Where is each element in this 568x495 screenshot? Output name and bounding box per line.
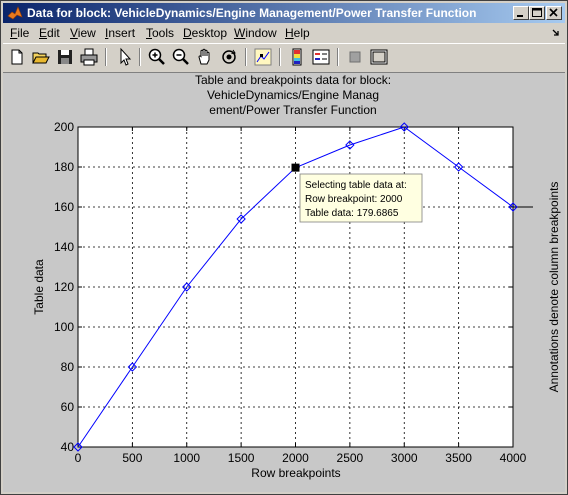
menu-desktop[interactable]: Desktop (183, 26, 228, 40)
toolbar-separator (337, 48, 339, 66)
menu-edit[interactable]: Edit (39, 26, 60, 40)
toolbar-separator (105, 48, 107, 66)
y-tick-label: 200 (54, 120, 74, 134)
toolbar-separator (245, 48, 247, 66)
figure-canvas: Table and breakpoints data for block: Ve… (3, 73, 565, 492)
menu-view[interactable]: View (70, 26, 96, 40)
y-tick-label: 100 (54, 320, 74, 334)
data-point-marker[interactable] (345, 140, 355, 150)
right-axis-label: Annotations denote column breakpoints (547, 182, 561, 393)
toolbar (3, 43, 565, 73)
show-plot-tools-icon[interactable] (369, 47, 389, 67)
data-point-marker[interactable] (127, 362, 138, 372)
x-tick-label: 4000 (500, 451, 527, 465)
menu-tools[interactable]: Tools (146, 26, 175, 40)
toolbar-separator (139, 48, 141, 66)
plot-title-line-2: VehicleDynamics/Engine Manag (206, 88, 380, 102)
plot-title-line-1: Table and breakpoints data for block: (194, 73, 392, 87)
legend-icon[interactable] (311, 47, 331, 67)
window-title: Data for block: VehicleDynamics/Engine M… (27, 6, 477, 20)
selected-data-point[interactable] (291, 163, 300, 172)
x-tick-label: 3000 (391, 451, 418, 465)
data-point-marker[interactable] (508, 202, 518, 212)
data-cursor-icon[interactable] (253, 47, 273, 67)
data-point-marker[interactable] (236, 214, 246, 224)
new-file-icon[interactable] (7, 47, 27, 67)
close-button[interactable] (546, 6, 562, 20)
data-tip-line-3: Table data: 179.6865 (305, 208, 399, 219)
toolbar-separator (279, 48, 281, 66)
x-tick-label: 1000 (173, 451, 200, 465)
minimize-icon (517, 15, 523, 17)
x-tick-label: 2500 (337, 451, 364, 465)
hide-plot-tools-icon[interactable] (345, 47, 365, 67)
data-point-marker[interactable] (182, 282, 192, 292)
y-tick-label: 80 (61, 360, 75, 374)
plot-title-line-3: ement/Power Transfer Function (209, 103, 377, 117)
menu-bar: File Edit View Insert Tools Desktop Wind… (3, 24, 565, 42)
menu-window[interactable]: Window (234, 26, 277, 40)
select-arrow-icon[interactable] (115, 47, 135, 67)
x-tick-label: 3500 (445, 451, 472, 465)
y-tick-label: 120 (54, 280, 74, 294)
y-tick-label: 40 (61, 440, 75, 454)
dock-arrow-icon[interactable] (551, 28, 561, 38)
menu-help[interactable]: Help (285, 26, 310, 40)
line-chart[interactable]: 0 500 1000 1500 2000 2500 3000 3500 4000 40 60 80 10… (3, 73, 565, 492)
open-folder-icon[interactable] (31, 47, 51, 67)
data-point-marker[interactable] (399, 122, 409, 132)
save-icon[interactable] (55, 47, 75, 67)
zoom-out-icon[interactable] (171, 47, 191, 67)
title-bar[interactable]: Data for block: VehicleDynamics/Engine M… (3, 3, 565, 23)
pan-hand-icon[interactable] (195, 47, 215, 67)
x-tick-label: 500 (122, 451, 142, 465)
x-tick-label: 0 (75, 451, 82, 465)
colorbar-icon[interactable] (287, 47, 307, 67)
print-icon[interactable] (79, 47, 99, 67)
minimize-button[interactable] (513, 6, 529, 20)
menu-file[interactable]: File (10, 26, 30, 40)
y-tick-label: 140 (54, 240, 74, 254)
x-axis-label: Row breakpoints (251, 466, 340, 480)
rotate-3d-icon[interactable] (219, 47, 239, 67)
data-tip-line-2: Row breakpoint: 2000 (305, 194, 403, 205)
y-axis-label: Table data (32, 259, 46, 315)
data-point-marker[interactable] (73, 442, 83, 452)
menu-insert[interactable]: Insert (105, 26, 136, 40)
y-tick-label: 180 (54, 160, 74, 174)
y-tick-label: 60 (61, 400, 75, 414)
x-tick-label: 1500 (228, 451, 255, 465)
data-tip[interactable]: Selecting table data at: Row breakpoint:… (299, 173, 423, 223)
maximize-icon (532, 8, 542, 17)
zoom-in-icon[interactable] (147, 47, 167, 67)
y-tick-label: 160 (54, 200, 74, 214)
close-icon (549, 8, 558, 17)
x-tick-label: 2000 (282, 451, 309, 465)
data-tip-line-1: Selecting table data at: (305, 180, 407, 191)
data-point-marker[interactable] (453, 162, 464, 172)
maximize-button[interactable] (529, 6, 545, 20)
matlab-logo-icon (7, 6, 23, 20)
